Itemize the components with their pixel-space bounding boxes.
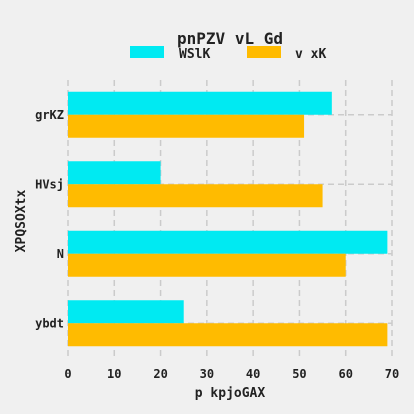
x-tick-label: 50 [292,367,306,381]
x-axis-label: p kpjoGAX [195,386,266,401]
bar-wslk-1 [68,161,161,185]
bar-vxk-3 [68,323,388,347]
y-tick-label: ybdt [35,316,64,330]
x-tick-label: 10 [107,367,121,381]
legend-label-vxk: v xK [295,47,326,62]
x-tick-label: 30 [200,367,214,381]
x-tick-label: 0 [64,367,71,381]
bar-wslk-3 [68,300,184,324]
bar-vxk-1 [68,184,323,208]
y-tick-label: HVsj [35,177,64,191]
x-tick-label: 40 [246,367,260,381]
y-axis-label: XPQSOXtx [14,190,29,253]
legend-swatch-vxk [247,46,281,58]
bar-vxk-0 [68,114,305,138]
y-tick-label: grKZ [35,108,64,122]
legend-label-wslk: WSlK [179,47,210,62]
bar-wslk-0 [68,91,332,115]
bars [68,91,388,347]
chart-title: pnPZV vL Gd [177,29,283,48]
legend: WSlK v xK [130,46,326,62]
x-tick-labels: 0 10 20 30 40 50 60 70 [64,367,399,381]
bar-vxk-2 [68,253,346,277]
y-tick-label: N [57,247,64,261]
x-tick-label: 20 [153,367,167,381]
legend-swatch-wslk [130,46,164,58]
x-tick-label: 60 [338,367,352,381]
x-tick-label: 70 [385,367,399,381]
bar-wslk-2 [68,230,388,254]
